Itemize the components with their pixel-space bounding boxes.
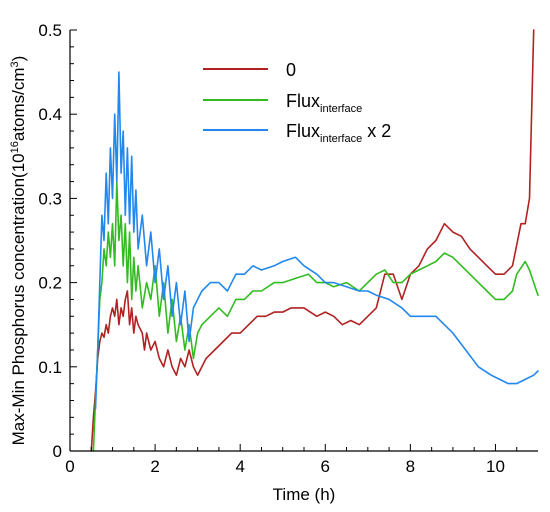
x-axis-title: Time (h) xyxy=(273,485,336,504)
legend-label-1: Fluxinterface xyxy=(286,91,362,115)
x-tick-label: 2 xyxy=(150,457,159,476)
y-tick-label: 0 xyxy=(53,442,62,461)
x-tick-label: 4 xyxy=(235,457,244,476)
legend-label-0: 0 xyxy=(286,60,296,80)
x-tick-label: 10 xyxy=(486,457,505,476)
y-tick-label: 0.4 xyxy=(38,105,62,124)
y-axis-title-exp2: 3 xyxy=(9,61,21,67)
x-tick-label: 6 xyxy=(321,457,330,476)
y-axis-title-prefix: Max-Min Phosphorus concentration(10 xyxy=(9,153,28,445)
series-line-1 xyxy=(92,180,539,452)
y-tick-label: 0.2 xyxy=(38,274,62,293)
y-tick-label: 0.3 xyxy=(38,189,62,208)
y-axis-title-exp: 16 xyxy=(9,141,21,153)
series-line-0 xyxy=(90,29,535,452)
y-axis-title-mid: atoms/cm xyxy=(9,67,28,141)
series-line-2 xyxy=(94,71,539,410)
axes: 0 2 4 6 8 10 0 0.1 0.2 0.3 0.4 0.5 xyxy=(38,21,538,476)
y-axis-title: Max-Min Phosphorus concentration(1016ato… xyxy=(9,56,28,446)
y-axis-title-suffix: ) xyxy=(9,56,28,62)
y-tick-label: 0.1 xyxy=(38,358,62,377)
x-tick-label: 0 xyxy=(65,457,74,476)
legend-label-2: Fluxinterface x 2 xyxy=(286,121,391,145)
y-tick-label: 0.5 xyxy=(38,21,62,40)
x-tick-label: 8 xyxy=(406,457,415,476)
series-layer xyxy=(90,29,539,452)
legend: 0 Fluxinterface Fluxinterface x 2 xyxy=(203,60,391,145)
